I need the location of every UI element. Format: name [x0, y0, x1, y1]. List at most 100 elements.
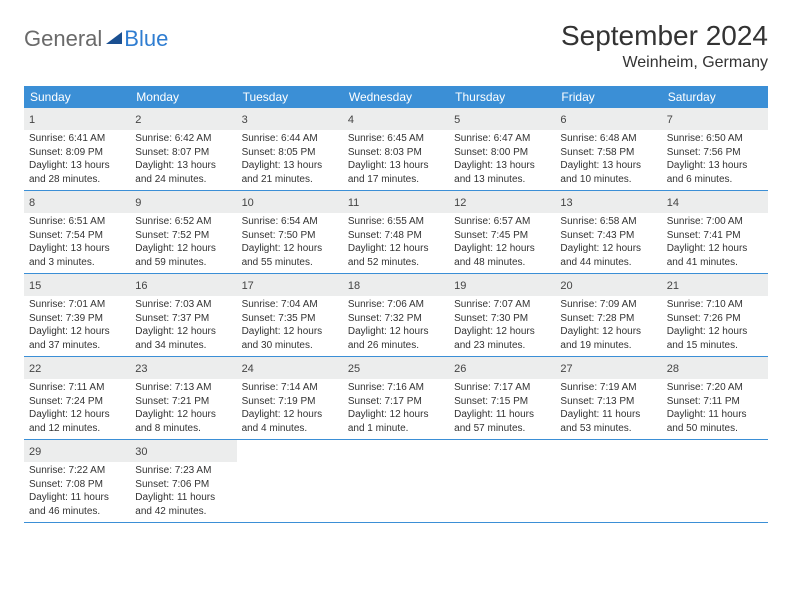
- sunrise-line: Sunrise: 7:14 AM: [242, 381, 338, 395]
- daylight-line: Daylight: 12 hours and 26 minutes.: [348, 325, 444, 352]
- sunrise-line: Sunrise: 7:13 AM: [135, 381, 231, 395]
- sunrise-line: Sunrise: 6:47 AM: [454, 132, 550, 146]
- sunrise-line: Sunrise: 7:16 AM: [348, 381, 444, 395]
- calendar-day: 11Sunrise: 6:55 AMSunset: 7:48 PMDayligh…: [343, 191, 449, 273]
- day-number: 26: [454, 363, 466, 375]
- daylight-line: Daylight: 12 hours and 34 minutes.: [135, 325, 231, 352]
- day-number-bar: 8: [24, 191, 130, 213]
- daylight-line: Daylight: 11 hours and 42 minutes.: [135, 491, 231, 518]
- day-number: 3: [242, 114, 248, 126]
- day-number: 23: [135, 363, 147, 375]
- calendar-day: 20 Sunrise: 7:09 AMSunset: 7:28 PMDayligh…: [555, 274, 661, 356]
- logo-word2: Blue: [124, 26, 168, 52]
- calendar-day: 12Sunrise: 6:57 AMSunset: 7:45 PMDayligh…: [449, 191, 555, 273]
- day-details: Sunrise: 6:54 AMSunset: 7:50 PMDaylight:…: [242, 215, 338, 269]
- calendar-day: 27Sunrise: 7:19 AMSunset: 7:13 PMDayligh…: [555, 357, 661, 439]
- day-details: Sunrise: 6:48 AMSunset: 7:58 PMDaylight:…: [560, 132, 656, 186]
- sunset-line: Sunset: 7:56 PM: [667, 146, 763, 160]
- calendar-day: 13Sunrise: 6:58 AMSunset: 7:43 PMDayligh…: [555, 191, 661, 273]
- sunrise-line: Sunrise: 6:48 AM: [560, 132, 656, 146]
- sunset-line: Sunset: 7:06 PM: [135, 478, 231, 492]
- sunset-line: Sunset: 8:03 PM: [348, 146, 444, 160]
- day-number: 11: [348, 197, 359, 209]
- day-number-bar: 28: [662, 357, 768, 379]
- sunset-line: Sunset: 7:35 PM: [242, 312, 338, 326]
- sunrise-line: Sunrise: 7:00 AM: [667, 215, 763, 229]
- calendar-day: 21Sunrise: 7:10 AMSunset: 7:26 PMDayligh…: [662, 274, 768, 356]
- calendar-day: 15Sunrise: 7:01 AMSunset: 7:39 PMDayligh…: [24, 274, 130, 356]
- weekday-header: Saturday: [662, 86, 768, 108]
- day-details: Sunrise: 6:51 AMSunset: 7:54 PMDaylight:…: [29, 215, 125, 269]
- logo-sail-icon: [106, 32, 122, 44]
- day-details: Sunrise: 6:52 AMSunset: 7:52 PMDaylight:…: [135, 215, 231, 269]
- day-number-bar: 4: [343, 108, 449, 130]
- daylight-line: Daylight: 12 hours and 4 minutes.: [242, 408, 338, 435]
- calendar-day: 24Sunrise: 7:14 AMSunset: 7:19 PMDayligh…: [237, 357, 343, 439]
- weekday-header: Thursday: [449, 86, 555, 108]
- daylight-line: Daylight: 12 hours and 44 minutes.: [560, 242, 656, 269]
- day-number: 16: [135, 280, 147, 292]
- day-number: 17: [242, 280, 254, 292]
- daylight-line: Daylight: 13 hours and 24 minutes.: [135, 159, 231, 186]
- day-number-bar: 25: [343, 357, 449, 379]
- daylight-line: Daylight: 11 hours and 53 minutes.: [560, 408, 656, 435]
- day-number-bar: 10: [237, 191, 343, 213]
- sunset-line: Sunset: 7:39 PM: [29, 312, 125, 326]
- day-number-bar: 16: [130, 274, 236, 296]
- sunset-line: Sunset: 7:45 PM: [454, 229, 550, 243]
- week-row: 29Sunrise: 7:22 AMSunset: 7:08 PMDayligh…: [24, 440, 768, 523]
- sunset-line: Sunset: 7:54 PM: [29, 229, 125, 243]
- week-row: 8Sunrise: 6:51 AMSunset: 7:54 PMDaylight…: [24, 191, 768, 274]
- sunrise-line: Sunrise: 7:17 AM: [454, 381, 550, 395]
- daylight-line: Daylight: 12 hours and 41 minutes.: [667, 242, 763, 269]
- day-number-bar: 11: [343, 191, 449, 213]
- day-details: Sunrise: 6:45 AMSunset: 8:03 PMDaylight:…: [348, 132, 444, 186]
- calendar-day: 22Sunrise: 7:11 AMSunset: 7:24 PMDayligh…: [24, 357, 130, 439]
- day-number-bar: 22: [24, 357, 130, 379]
- calendar-day: 7Sunrise: 6:50 AMSunset: 7:56 PMDaylight…: [662, 108, 768, 190]
- calendar-day: 9 Sunrise: 6:52 AMSunset: 7:52 PMDaylight…: [130, 191, 236, 273]
- day-details: Sunrise: 6:44 AMSunset: 8:05 PMDaylight:…: [242, 132, 338, 186]
- day-details: Sunrise: 7:09 AMSunset: 7:28 PMDaylight:…: [560, 298, 656, 352]
- day-number-bar: 9: [130, 191, 236, 213]
- sunrise-line: Sunrise: 7:03 AM: [135, 298, 231, 312]
- daylight-line: Daylight: 13 hours and 10 minutes.: [560, 159, 656, 186]
- calendar-day: 30Sunrise: 7:23 AMSunset: 7:06 PMDayligh…: [130, 440, 236, 522]
- day-number: 24: [242, 363, 254, 375]
- sunset-line: Sunset: 7:41 PM: [667, 229, 763, 243]
- title-block: September 2024 Weinheim, Germany: [561, 20, 768, 72]
- day-details: Sunrise: 6:47 AMSunset: 8:00 PMDaylight:…: [454, 132, 550, 186]
- sunrise-line: Sunrise: 7:04 AM: [242, 298, 338, 312]
- sunset-line: Sunset: 7:30 PM: [454, 312, 550, 326]
- weekday-header: Sunday: [24, 86, 130, 108]
- day-number-bar: 18: [343, 274, 449, 296]
- calendar: SundayMondayTuesdayWednesdayThursdayFrid…: [24, 86, 768, 523]
- sunrise-line: Sunrise: 6:51 AM: [29, 215, 125, 229]
- sunrise-line: Sunrise: 7:01 AM: [29, 298, 125, 312]
- sunset-line: Sunset: 7:24 PM: [29, 395, 125, 409]
- sunrise-line: Sunrise: 7:20 AM: [667, 381, 763, 395]
- day-details: Sunrise: 7:22 AMSunset: 7:08 PMDaylight:…: [29, 464, 125, 518]
- daylight-line: Daylight: 13 hours and 21 minutes.: [242, 159, 338, 186]
- calendar-day: 2 Sunrise: 6:42 AMSunset: 8:07 PMDaylight…: [130, 108, 236, 190]
- day-details: Sunrise: 6:58 AMSunset: 7:43 PMDaylight:…: [560, 215, 656, 269]
- day-details: Sunrise: 7:06 AMSunset: 7:32 PMDaylight:…: [348, 298, 444, 352]
- daylight-line: Daylight: 12 hours and 15 minutes.: [667, 325, 763, 352]
- calendar-day: 10Sunrise: 6:54 AMSunset: 7:50 PMDayligh…: [237, 191, 343, 273]
- sunrise-line: Sunrise: 6:54 AM: [242, 215, 338, 229]
- day-number-bar: 7: [662, 108, 768, 130]
- sunset-line: Sunset: 7:52 PM: [135, 229, 231, 243]
- day-details: Sunrise: 7:07 AMSunset: 7:30 PMDaylight:…: [454, 298, 550, 352]
- day-details: Sunrise: 7:23 AMSunset: 7:06 PMDaylight:…: [135, 464, 231, 518]
- day-details: Sunrise: 6:42 AMSunset: 8:07 PMDaylight:…: [135, 132, 231, 186]
- day-number: 20: [560, 280, 572, 292]
- calendar-day: [662, 440, 768, 522]
- day-number: 2: [135, 114, 141, 126]
- day-number: 19: [454, 280, 466, 292]
- calendar-day: 29Sunrise: 7:22 AMSunset: 7:08 PMDayligh…: [24, 440, 130, 522]
- sunset-line: Sunset: 8:09 PM: [29, 146, 125, 160]
- day-details: Sunrise: 7:11 AMSunset: 7:24 PMDaylight:…: [29, 381, 125, 435]
- day-number: 9: [135, 197, 141, 209]
- sunset-line: Sunset: 7:43 PM: [560, 229, 656, 243]
- daylight-line: Daylight: 12 hours and 55 minutes.: [242, 242, 338, 269]
